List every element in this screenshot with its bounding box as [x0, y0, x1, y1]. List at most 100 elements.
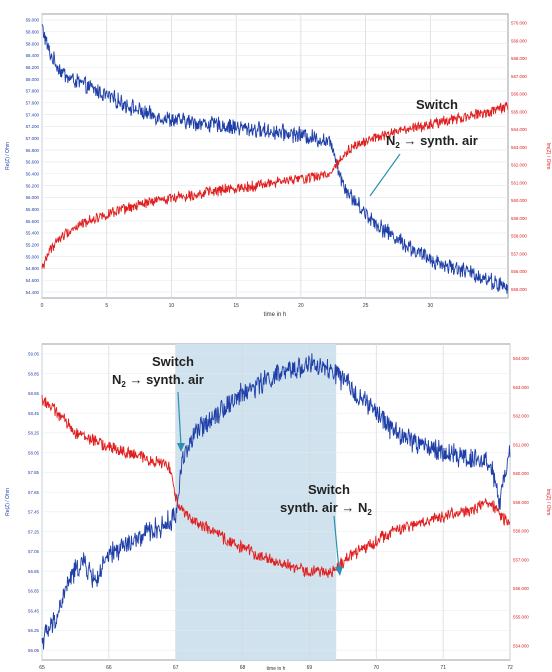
- chart-bottom-switch2-detail: synth. air → N2: [280, 500, 372, 517]
- left-y-tick-label: 58.000: [26, 77, 40, 82]
- right-y-tick-label: 559.000: [513, 500, 529, 505]
- chart-top-plot-area: [42, 14, 508, 298]
- x-tick-label: 30: [428, 303, 434, 309]
- left-y-tick-label: 57.200: [26, 124, 40, 129]
- left-y-tick-label: 56.800: [26, 148, 40, 153]
- chart-bottom-left-axis-ticks: 59.05 58.85 58.65 58.45 58.25 58.05 57.85 57.65…: [28, 352, 40, 653]
- x-tick-label: 72: [507, 665, 513, 671]
- right-y-tick-label: 560.000: [511, 198, 527, 203]
- chart-top-switch-label: Switch: [416, 97, 458, 112]
- left-y-tick-label: 57.65: [28, 490, 40, 495]
- right-y-tick-label: 557.000: [511, 251, 527, 256]
- right-y-tick-label: 561.000: [511, 180, 527, 185]
- left-y-tick-label: 55.800: [26, 207, 40, 212]
- chart-top-left-axis-label: Re(Z) / Ohm: [5, 142, 11, 170]
- left-y-tick-label: 56.65: [28, 589, 40, 594]
- x-tick-label: 69: [307, 665, 313, 671]
- right-y-tick-label: 568.000: [511, 56, 527, 61]
- x-tick-label: 5: [105, 303, 108, 309]
- chart-bottom-x-axis-label: time in h: [267, 666, 286, 672]
- right-y-tick-label: 563.000: [511, 145, 527, 150]
- left-y-tick-label: 59.05: [28, 352, 40, 357]
- x-tick-label: 67: [173, 665, 179, 671]
- right-y-tick-label: 557.000: [513, 557, 529, 562]
- right-y-tick-label: 570.000: [511, 21, 527, 26]
- left-y-tick-label: 58.45: [28, 411, 40, 416]
- left-y-tick-label: 57.05: [28, 549, 40, 554]
- right-y-tick-label: 564.000: [511, 127, 527, 132]
- left-y-tick-label: 54.600: [26, 278, 40, 283]
- x-tick-label: 15: [233, 303, 239, 309]
- chart-top-switch-detail: N2 → synth. air: [386, 133, 478, 150]
- right-y-tick-label: 562.000: [513, 414, 529, 419]
- right-y-tick-label: 564.000: [513, 356, 529, 361]
- chart-top-right-axis-label: Im(Z) / Ohm: [545, 143, 551, 170]
- left-y-tick-label: 58.600: [26, 41, 40, 46]
- x-tick-label: 65: [39, 665, 45, 671]
- left-y-tick-label: 56.25: [28, 628, 40, 633]
- left-y-tick-label: 57.25: [28, 529, 40, 534]
- x-tick-label: 70: [374, 665, 380, 671]
- x-tick-label: 10: [169, 303, 175, 309]
- right-y-tick-label: 560.000: [513, 471, 529, 476]
- right-y-tick-label: 555.000: [513, 615, 529, 620]
- left-y-tick-label: 57.800: [26, 89, 40, 94]
- left-y-tick-label: 57.600: [26, 101, 40, 106]
- chart-top-right-axis-ticks: 570.000 569.000 568.000 567.000 566.000 565.0…: [511, 21, 527, 292]
- left-y-tick-label: 58.25: [28, 431, 40, 436]
- left-y-tick-label: 56.600: [26, 160, 40, 165]
- right-y-tick-label: 559.000: [511, 216, 527, 221]
- left-y-tick-label: 58.400: [26, 53, 40, 58]
- left-y-tick-label: 54.800: [26, 266, 40, 271]
- chart-bottom-right-axis-label: Im(Z) / Ohm: [545, 489, 551, 516]
- left-y-tick-label: 58.200: [26, 65, 40, 70]
- x-tick-label: 0: [41, 303, 44, 309]
- chart-bottom-left-axis-label: Re(Z) / Ohm: [5, 488, 11, 516]
- left-y-tick-label: 56.85: [28, 569, 40, 574]
- x-tick-label: 20: [298, 303, 304, 309]
- chart-bottom: 59.05 58.85 58.65 58.45 58.25 58.05 57.85 57.65…: [5, 344, 551, 672]
- right-y-tick-label: 558.000: [511, 234, 527, 239]
- right-y-tick-label: 556.000: [511, 269, 527, 274]
- right-y-tick-label: 558.000: [513, 529, 529, 534]
- chart-bottom-switch1-detail: N2 → synth. air: [112, 372, 204, 389]
- chart-top-x-axis-label: time in h: [264, 312, 287, 318]
- left-y-tick-label: 58.65: [28, 391, 40, 396]
- left-y-tick-label: 57.85: [28, 470, 40, 475]
- right-y-tick-label: 569.000: [511, 38, 527, 43]
- left-y-tick-label: 57.45: [28, 510, 40, 515]
- left-y-tick-label: 59.000: [26, 18, 40, 23]
- left-y-tick-label: 55.200: [26, 243, 40, 248]
- x-tick-label: 25: [363, 303, 369, 309]
- left-y-tick-label: 55.400: [26, 231, 40, 236]
- left-y-tick-label: 56.200: [26, 183, 40, 188]
- right-y-tick-label: 556.000: [513, 586, 529, 591]
- right-y-tick-label: 563.000: [513, 385, 529, 390]
- x-tick-label: 71: [440, 665, 446, 671]
- left-y-tick-label: 57.400: [26, 112, 40, 117]
- right-y-tick-label: 565.000: [511, 109, 527, 114]
- chart-bottom-switch2-label: Switch: [308, 482, 350, 497]
- chart-top: 59.000 58.800 58.600 58.400 58.200 58.000 57.8…: [5, 14, 551, 318]
- left-y-tick-label: 56.45: [28, 608, 40, 613]
- left-y-tick-label: 58.05: [28, 450, 40, 455]
- left-y-tick-label: 56.400: [26, 172, 40, 177]
- left-y-tick-label: 55.600: [26, 219, 40, 224]
- chart-bottom-right-axis-ticks: 564.000 563.000 562.000 561.000 560.000 559.0…: [513, 356, 529, 648]
- x-tick-label: 68: [240, 665, 246, 671]
- right-y-tick-label: 562.000: [511, 163, 527, 168]
- chart-top-left-axis-ticks: 59.000 58.800 58.600 58.400 58.200 58.000 57.8…: [26, 18, 40, 295]
- chart-bottom-switch1-label: Switch: [152, 354, 194, 369]
- left-y-tick-label: 58.800: [26, 30, 40, 35]
- right-y-tick-label: 566.000: [511, 92, 527, 97]
- left-y-tick-label: 56.05: [28, 648, 40, 653]
- right-y-tick-label: 567.000: [511, 74, 527, 79]
- left-y-tick-label: 55.000: [26, 254, 40, 259]
- right-y-tick-label: 555.000: [511, 287, 527, 292]
- chart-top-x-axis-ticks: 0 5 10 15 20 25 30: [41, 303, 434, 309]
- left-y-tick-label: 57.000: [26, 136, 40, 141]
- right-y-tick-label: 554.000: [513, 643, 529, 648]
- left-y-tick-label: 58.85: [28, 371, 40, 376]
- left-y-tick-label: 56.000: [26, 195, 40, 200]
